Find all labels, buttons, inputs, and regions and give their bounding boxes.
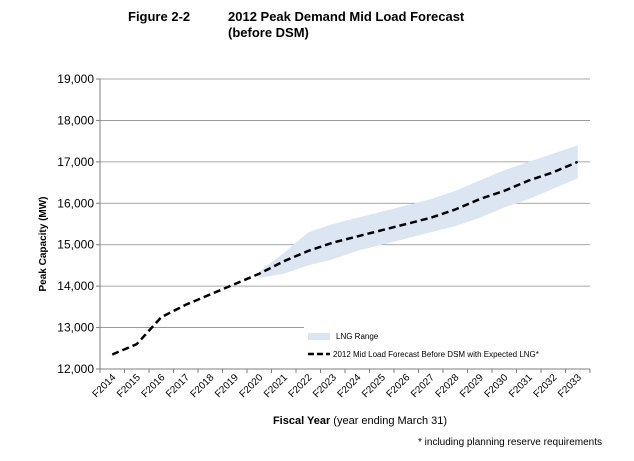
x-tick-label: F2024 [336, 372, 364, 400]
y-tick-label: 13,000 [57, 321, 94, 335]
y-tick-label: 16,000 [57, 196, 94, 210]
x-tick-label: F2016 [140, 372, 168, 400]
x-tick-label: F2022 [287, 372, 315, 400]
lng-range-band [259, 145, 578, 278]
figure-title-line-2: (before DSM) [228, 25, 309, 40]
forecast-line [111, 160, 579, 356]
x-axis-label-rest: (year ending March 31) [330, 415, 447, 427]
x-tick-label: F2030 [483, 372, 511, 400]
figure-number: Figure 2-2 [128, 9, 191, 24]
axes [96, 78, 591, 373]
x-tick-label: F2027 [409, 372, 437, 400]
y-tick-label: 12,000 [57, 362, 94, 376]
x-tick-label: F2033 [556, 372, 584, 400]
legend-background [304, 327, 596, 365]
x-tick-label: F2032 [532, 372, 560, 400]
x-tick-label: F2031 [507, 372, 535, 400]
figure-title: 2012 Peak Demand Mid Load Forecast (befo… [228, 9, 464, 41]
x-tick-label: F2018 [189, 372, 217, 400]
x-tick-label: F2015 [115, 372, 143, 400]
x-tick-label: F2023 [311, 372, 339, 400]
y-tick-labels: 12,000 13,000 14,000 15,000 16,000 17,000 18,0… [57, 72, 94, 376]
forecast-series-line [111, 160, 579, 356]
y-axis-label: Peak Capacity (MW) [38, 196, 49, 291]
x-axis-label-bold: Fiscal Year [273, 415, 331, 427]
footnote: * including planning reserve requirement… [418, 437, 602, 448]
lng-range-area [259, 145, 578, 278]
y-tick-label: 19,000 [57, 72, 94, 86]
legend: LNG Range 2012 Mid Load Forecast Before … [304, 327, 596, 365]
grid [100, 78, 590, 328]
y-tick-label: 17,000 [57, 155, 94, 169]
x-tick-labels: F2014F2015F2016F2017F2018F2019F2020F2021… [91, 372, 585, 400]
x-tick-label: F2025 [360, 372, 388, 400]
figure-title-line-1: 2012 Peak Demand Mid Load Forecast [228, 9, 465, 24]
legend-line-label: 2012 Mid Load Forecast Before DSM with E… [333, 350, 539, 359]
legend-band-label: LNG Range [336, 332, 379, 341]
y-tick-label: 14,000 [57, 279, 94, 293]
x-tick-label: F2026 [385, 372, 413, 400]
x-tick-label: F2028 [434, 372, 462, 400]
x-axis-label: Fiscal Year (year ending March 31) [273, 415, 447, 427]
y-tick-label: 15,000 [57, 238, 94, 252]
x-tick-label: F2019 [213, 372, 241, 400]
x-tick-label: F2029 [458, 372, 486, 400]
x-tick-label: F2017 [164, 372, 192, 400]
x-tick-label: F2014 [91, 372, 119, 400]
x-tick-label: F2021 [262, 372, 290, 400]
x-tick-label: F2020 [238, 372, 266, 400]
legend-band-swatch [308, 333, 330, 340]
y-tick-label: 18,000 [57, 113, 94, 127]
